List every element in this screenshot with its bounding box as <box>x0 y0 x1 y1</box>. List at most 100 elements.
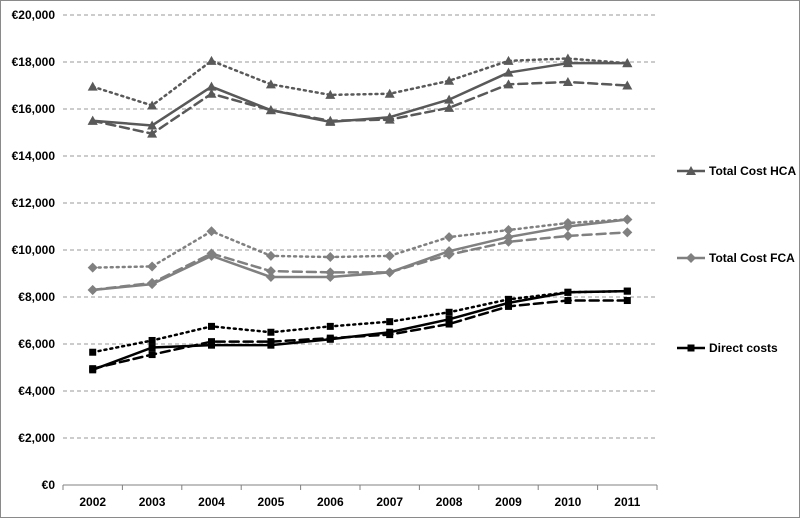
data-point <box>87 262 98 273</box>
data-point <box>208 341 215 349</box>
x-tick-label: 2006 <box>317 495 344 509</box>
series-line-dashed <box>91 80 629 135</box>
data-point <box>148 344 156 352</box>
data-point <box>87 115 98 125</box>
legend-marker <box>686 253 696 263</box>
data-point <box>444 249 455 260</box>
data-point <box>622 80 633 90</box>
data-point <box>267 328 275 336</box>
data-point <box>562 76 573 86</box>
legend-label: Direct costs <box>709 341 778 355</box>
data-point <box>87 81 98 91</box>
data-point <box>503 225 514 236</box>
legend-item: Direct costs <box>677 341 778 355</box>
series-line-solid <box>91 218 629 292</box>
data-point <box>386 318 394 326</box>
data-point <box>505 302 512 310</box>
data-point <box>148 336 156 344</box>
data-point <box>87 284 98 295</box>
y-tick-label: €18,000 <box>12 55 56 69</box>
data-point <box>622 58 633 68</box>
x-tick-label: 2004 <box>198 495 225 509</box>
data-point <box>503 236 514 247</box>
data-point <box>562 217 573 228</box>
data-point <box>265 105 276 115</box>
x-tick-label: 2007 <box>376 495 403 509</box>
data-point <box>564 288 572 296</box>
data-point <box>505 299 512 307</box>
data-point <box>208 338 215 346</box>
y-tick-label: €12,000 <box>12 196 56 210</box>
data-point <box>444 75 455 85</box>
data-point <box>622 227 633 238</box>
data-point <box>326 322 334 330</box>
data-point <box>562 53 573 63</box>
x-tick-label: 2011 <box>614 495 640 509</box>
y-tick-label: €14,000 <box>12 149 56 163</box>
y-tick-label: €10,000 <box>12 243 56 257</box>
data-point <box>325 252 336 263</box>
data-point <box>267 341 275 349</box>
data-point <box>503 55 514 65</box>
data-point <box>265 250 276 261</box>
data-point <box>265 272 276 283</box>
data-point <box>148 351 156 359</box>
y-tick-label: €4,000 <box>18 384 55 398</box>
data-point <box>505 295 512 303</box>
series-line-dashed <box>91 299 629 370</box>
data-point <box>444 94 455 104</box>
data-point <box>206 81 217 91</box>
y-tick-label: €8,000 <box>18 290 55 304</box>
data-point <box>445 308 453 316</box>
data-point <box>147 120 158 130</box>
series-group-total-cost-hca <box>87 53 633 138</box>
data-point <box>325 267 336 278</box>
data-point <box>267 338 275 346</box>
series-line-dotted <box>91 289 629 354</box>
data-point <box>325 89 336 99</box>
data-point <box>564 297 572 305</box>
legend-label: Total Cost HCA <box>709 164 796 178</box>
data-point <box>89 348 97 356</box>
x-tick-label: 2005 <box>258 495 285 509</box>
data-point <box>326 334 334 342</box>
data-point <box>206 88 217 98</box>
data-point <box>444 232 455 243</box>
x-tick-label: 2008 <box>436 495 463 509</box>
series-line-dotted <box>91 218 629 269</box>
data-point <box>206 55 217 65</box>
data-point <box>562 230 573 241</box>
data-point <box>147 277 158 288</box>
data-point <box>444 102 455 112</box>
legend-label: Total Cost FCA <box>709 251 795 265</box>
data-point <box>622 214 633 225</box>
data-point <box>147 128 158 138</box>
data-point <box>384 88 395 98</box>
data-point <box>623 287 631 295</box>
y-tick-label: €6,000 <box>18 337 55 351</box>
data-point <box>265 266 276 277</box>
x-tick-label: 2010 <box>555 495 582 509</box>
y-tick-label: €16,000 <box>12 102 56 116</box>
legend-item: Total Cost FCA <box>677 251 795 265</box>
data-point <box>206 248 217 259</box>
data-point <box>147 261 158 272</box>
data-point <box>384 250 395 261</box>
data-point <box>386 331 394 339</box>
data-point <box>89 365 97 373</box>
series-group-total-cost-fca <box>87 214 633 295</box>
y-tick-label: €20,000 <box>12 8 56 22</box>
data-point <box>503 79 514 89</box>
data-point <box>206 226 217 237</box>
data-point <box>445 320 453 328</box>
data-point <box>147 100 158 110</box>
data-point <box>384 267 395 278</box>
data-point <box>265 79 276 89</box>
y-tick-label: €0 <box>42 478 56 492</box>
x-tick-label: 2003 <box>139 495 166 509</box>
data-point <box>325 115 336 125</box>
data-point <box>623 297 631 305</box>
data-point <box>503 67 514 77</box>
